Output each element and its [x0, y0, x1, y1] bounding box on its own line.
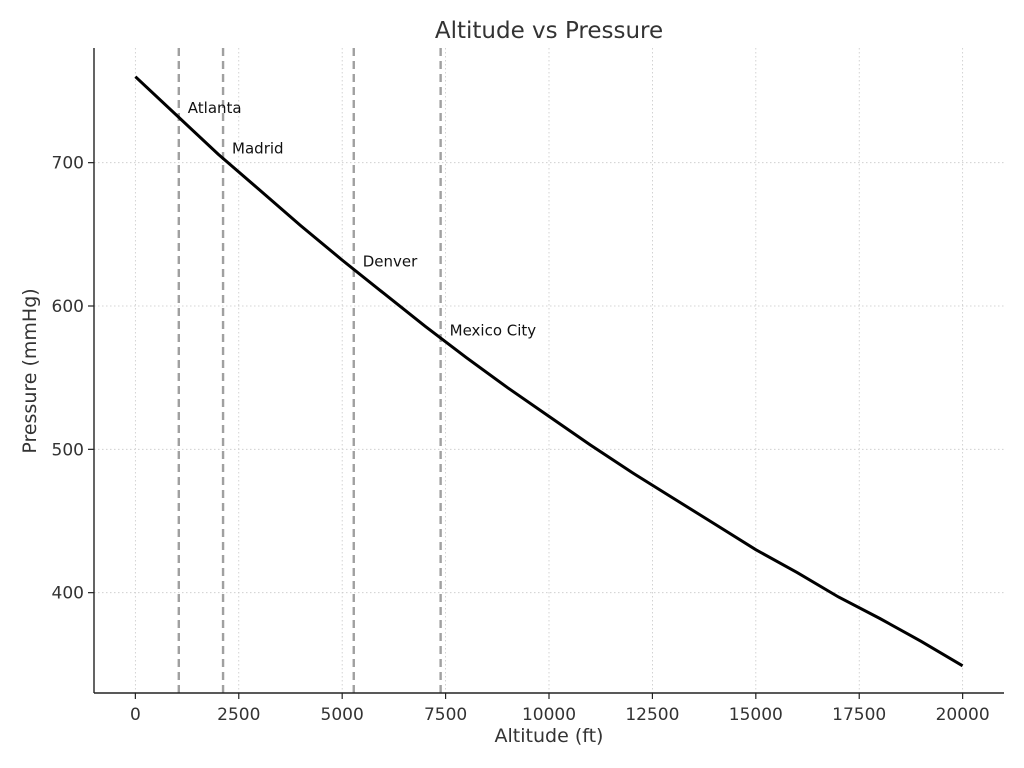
x-tick-label: 15000 — [729, 705, 783, 725]
y-axis-label: Pressure (mmHg) — [19, 288, 41, 453]
annotation-label: Madrid — [232, 139, 284, 157]
x-tick-label: 10000 — [522, 705, 576, 725]
annotation-layer: Atlanta Madrid Denver Mexico City — [188, 99, 536, 339]
annotation-label: Denver — [363, 253, 418, 271]
series-layer — [134, 75, 964, 668]
annotation-label: Atlanta — [188, 99, 242, 117]
x-tick-label: 7500 — [424, 705, 467, 725]
x-tick-label: 20000 — [936, 705, 990, 725]
chart-title: Altitude vs Pressure — [435, 18, 663, 44]
y-tick-label: 600 — [52, 297, 84, 317]
y-tick-label: 400 — [52, 584, 84, 604]
tick-layer: 0 2500 5000 7500 10000 12500 15000 17500 20000 40… — [52, 154, 990, 725]
x-axis-label: Altitude (ft) — [495, 725, 604, 747]
pressure-curve — [134, 75, 964, 668]
x-tick-label: 5000 — [321, 705, 364, 725]
y-tick-label: 700 — [52, 154, 84, 174]
x-tick-label: 12500 — [625, 705, 679, 725]
reference-lines — [177, 48, 442, 693]
annotation-label: Mexico City — [450, 321, 537, 339]
x-tick-label: 0 — [130, 705, 141, 725]
x-tick-label: 17500 — [832, 705, 886, 725]
grid-layer — [94, 48, 1004, 693]
x-tick-label: 2500 — [217, 705, 260, 725]
y-tick-label: 500 — [52, 440, 84, 460]
